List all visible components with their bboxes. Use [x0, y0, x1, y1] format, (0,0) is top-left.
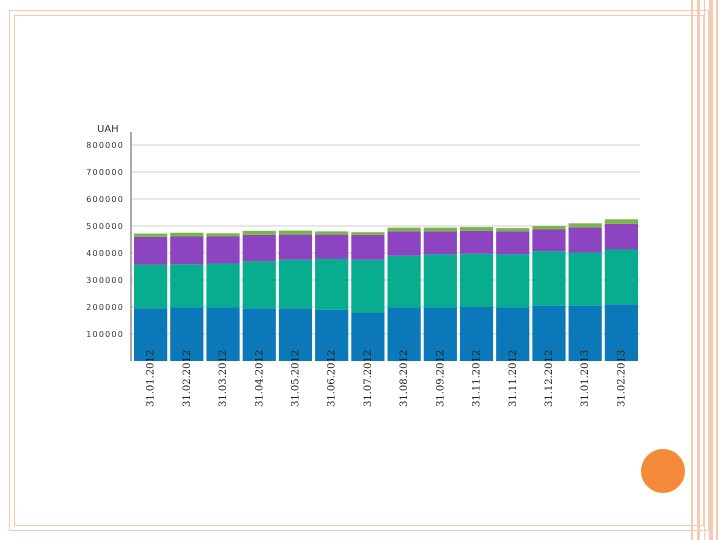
bar-segment	[242, 234, 276, 262]
y-tick-label: 300000	[86, 276, 124, 285]
bar-segment	[423, 227, 457, 232]
y-tick-label: 400000	[86, 249, 124, 258]
bar-segment	[315, 231, 349, 235]
bar-segment	[459, 253, 494, 307]
bar-segment	[134, 264, 168, 309]
orange-circle-ornament	[641, 449, 685, 493]
x-tick-label: 31.06.2012	[327, 350, 338, 407]
bar-segment	[134, 308, 168, 361]
bar-segment	[242, 308, 276, 361]
bar-segment	[604, 223, 638, 250]
bar-segment	[568, 223, 602, 228]
x-tick-label: 31.09.2012	[435, 350, 446, 407]
bar-segment	[459, 307, 494, 361]
y-tick-label: 800000	[86, 141, 124, 150]
bar-segment	[459, 227, 494, 231]
slide-frame-outer	[9, 10, 709, 531]
bar-segment	[351, 259, 385, 313]
y-tick-label: 600000	[86, 195, 124, 204]
bar-segment	[351, 234, 385, 260]
x-tick-label: 31.12.2012	[544, 350, 555, 407]
bar-segment	[387, 255, 421, 308]
y-tick-label: 200000	[86, 303, 124, 312]
bar-segment	[568, 305, 602, 361]
bar-segment	[568, 252, 602, 306]
bar-segment	[532, 305, 566, 361]
bar-segment	[206, 263, 240, 308]
bar-segment	[387, 227, 421, 232]
bar-segment	[423, 254, 457, 308]
bar-segment	[206, 307, 240, 361]
bar-segment	[315, 234, 349, 259]
bar-segment	[423, 231, 457, 255]
y-axis-label: UAH	[97, 124, 119, 135]
bar-segment	[496, 254, 530, 308]
bar-segment	[134, 236, 168, 265]
y-tick-label: 700000	[86, 168, 124, 177]
bar-segment	[459, 230, 494, 254]
x-tick-label: 31.11.2012	[472, 350, 483, 407]
bar-segment	[496, 231, 530, 255]
slide-frame-inner	[14, 15, 704, 526]
bar-segment	[604, 304, 638, 361]
x-tick-label: 31.04.2012	[254, 350, 265, 407]
x-tick-label: 31.01.2012	[146, 350, 157, 407]
bar-segment	[278, 230, 313, 235]
bar-segment	[604, 249, 638, 305]
bar-segment	[496, 307, 530, 361]
x-tick-label: 31.08.2012	[399, 350, 410, 407]
bar-segment	[206, 233, 240, 237]
bar-segment	[278, 259, 313, 309]
bar-segment	[351, 232, 385, 235]
bar-segment	[351, 312, 385, 361]
bar-segment	[242, 261, 276, 309]
bar-segment	[315, 309, 349, 361]
bar-segment	[387, 307, 421, 361]
x-tick-label: 31.02.2013	[616, 350, 627, 407]
bar-segment	[604, 219, 638, 224]
bar-segment	[170, 232, 204, 237]
bar-segment	[278, 234, 313, 260]
bar-segment	[278, 308, 313, 361]
x-tick-label: 31.11.2012	[508, 350, 519, 407]
bar-segment	[170, 307, 204, 361]
bar-segment	[423, 307, 457, 361]
bar-segment	[532, 226, 566, 230]
y-tick-label: 500000	[86, 222, 124, 231]
decorative-side-strip	[683, 0, 720, 540]
bars	[134, 219, 638, 361]
bar-segment	[496, 228, 530, 232]
bar-segment	[170, 236, 204, 265]
bar-segment	[532, 229, 566, 252]
y-tick-label: 100000	[86, 330, 124, 339]
bar-segment	[315, 258, 349, 310]
bar-segment	[387, 231, 421, 256]
x-tick-label: 31.07.2012	[363, 350, 374, 407]
x-tick-label: 31.05.2012	[290, 350, 301, 407]
bar-segment	[532, 251, 566, 306]
bar-segment	[206, 236, 240, 264]
bar-segment	[242, 230, 276, 235]
bar-segment	[134, 233, 168, 237]
y-tick-labels: 100000 200000 300000 400000 500000 600000 7000…	[86, 141, 124, 339]
x-tick-label: 31.02.2012	[182, 350, 193, 407]
x-tick-labels: 31.01.2012 31.02.2012 31.03.2012 31.04.2012…	[146, 350, 628, 407]
x-tick-label: 31.01.2013	[580, 350, 591, 407]
x-tick-label: 31.03.2012	[218, 350, 229, 407]
bar-segment	[170, 264, 204, 308]
bar-segment	[568, 227, 602, 253]
